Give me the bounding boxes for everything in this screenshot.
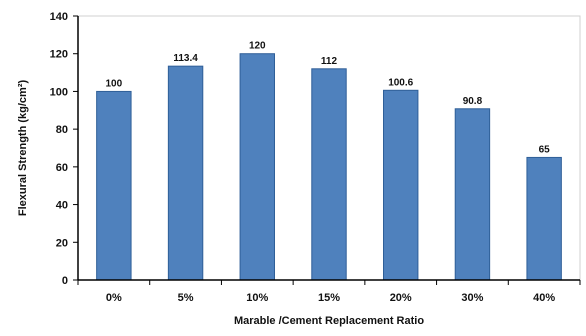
data-label: 90.8	[463, 96, 483, 107]
bar-40pct	[526, 156, 562, 281]
bar-15pct	[311, 68, 347, 281]
x-axis-title: Marable /Cement Replacement Ratio	[234, 315, 424, 327]
x-tick-label: 0%	[106, 292, 122, 304]
y-tick-label: 80	[56, 124, 68, 136]
data-label: 120	[249, 41, 266, 52]
data-label: 65	[539, 144, 551, 155]
y-tick-label: 60	[56, 162, 68, 174]
data-label: 100	[106, 78, 123, 89]
bar-30pct	[454, 108, 491, 281]
y-axis-ticks: 0 20 40 60 80 100 120 140	[50, 11, 78, 287]
data-label: 113.4	[173, 53, 198, 64]
x-tick-label: 20%	[390, 292, 412, 304]
y-tick-label: 40	[56, 200, 68, 212]
x-tick-label: 40%	[533, 292, 555, 304]
bar-20pct	[383, 89, 419, 281]
x-tick-label: 15%	[318, 292, 340, 304]
data-labels: 100 113.4 120 112 100.6 90.8 65	[106, 41, 551, 156]
y-tick-label: 0	[62, 275, 68, 287]
x-axis-ticks: 0% 5% 10% 15% 20% 30% 40%	[77, 280, 581, 304]
y-axis-title: Flexural Strength (kg/cm²)	[17, 80, 29, 217]
x-tick-label: 5%	[178, 292, 194, 304]
y-tick-label: 140	[50, 11, 68, 23]
data-label: 100.6	[388, 77, 413, 88]
y-tick-label: 120	[50, 49, 68, 61]
x-tick-label: 10%	[246, 292, 268, 304]
bar-0pct	[96, 90, 132, 281]
data-label: 112	[321, 56, 338, 67]
bar-10pct	[239, 53, 275, 281]
y-tick-label: 100	[50, 86, 68, 98]
y-tick-label: 20	[56, 237, 68, 249]
x-tick-label: 30%	[461, 292, 483, 304]
bar-5pct	[167, 65, 204, 281]
bars	[96, 53, 562, 281]
